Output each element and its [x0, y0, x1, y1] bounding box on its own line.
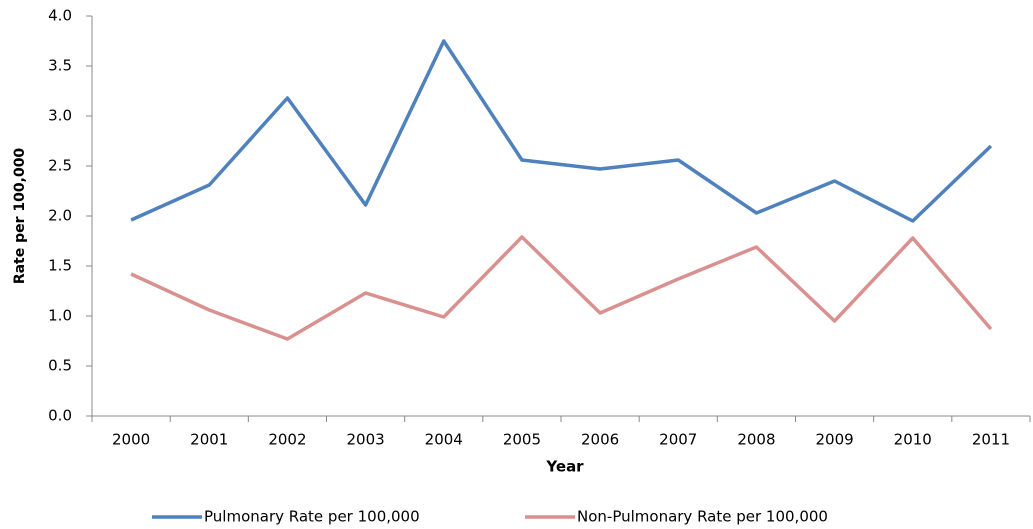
x-tick-label: 2007 [659, 431, 697, 449]
x-tick-label: 2002 [268, 431, 306, 449]
y-tick-label: 0.0 [48, 407, 72, 425]
x-tick-label: 2004 [425, 431, 463, 449]
series-line [130, 235, 993, 341]
y-tick-label: 3.5 [48, 57, 72, 75]
y-tick-label: 2.5 [48, 157, 72, 175]
x-tick-label: 2010 [894, 431, 932, 449]
x-tick-label: 2000 [112, 431, 150, 449]
legend-label: Pulmonary Rate per 100,000 [204, 508, 420, 526]
y-tick-label: 0.5 [48, 357, 72, 375]
x-tick-label: 2008 [737, 431, 775, 449]
x-tick-label: 2001 [190, 431, 228, 449]
y-tick-label: 3.0 [48, 107, 72, 125]
y-tick-label: 2.0 [48, 207, 72, 225]
x-tick-label: 2003 [346, 431, 384, 449]
y-tick-label: 4.0 [48, 7, 72, 25]
y-tick-label: 1.5 [48, 257, 72, 275]
y-tick-label: 1.0 [48, 307, 72, 325]
series-line [130, 39, 993, 223]
x-axis-label: Year [545, 458, 584, 476]
x-tick-label: 2011 [972, 431, 1010, 449]
x-tick-label: 2009 [815, 431, 853, 449]
y-axis-label: Rate per 100,000 [12, 148, 28, 285]
legend-label: Non-Pulmonary Rate per 100,000 [577, 508, 828, 526]
x-tick-label: 2005 [503, 431, 541, 449]
x-tick-label: 2006 [581, 431, 619, 449]
